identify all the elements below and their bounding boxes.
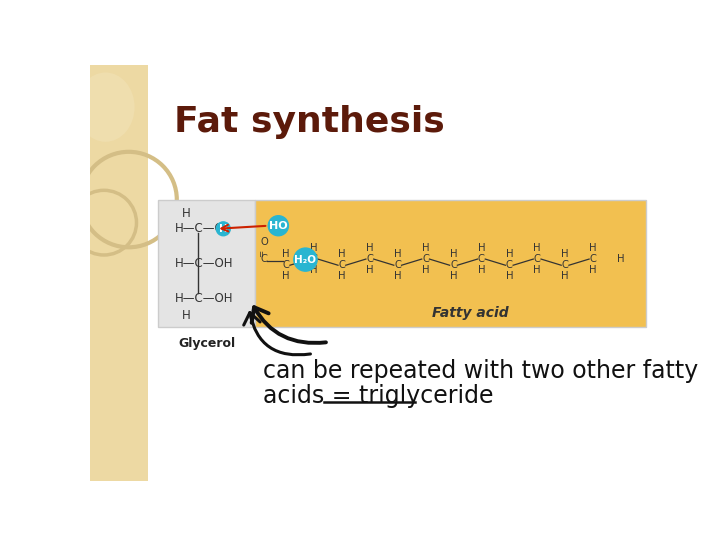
Text: C: C — [478, 254, 485, 264]
Bar — [90, 65, 148, 481]
Text: C: C — [534, 254, 541, 264]
Text: H: H — [505, 249, 513, 259]
Circle shape — [216, 222, 230, 236]
Text: C: C — [450, 260, 457, 270]
Text: H: H — [450, 249, 457, 259]
Circle shape — [269, 215, 289, 236]
Text: C: C — [422, 254, 429, 264]
Text: can be repeated with two other fatty: can be repeated with two other fatty — [263, 359, 698, 383]
Text: Fat synthesis: Fat synthesis — [174, 105, 444, 139]
Text: C: C — [338, 260, 346, 270]
Text: H: H — [589, 265, 597, 275]
Text: H: H — [477, 244, 485, 253]
Text: C: C — [590, 254, 596, 264]
Bar — [158, 200, 255, 327]
Circle shape — [294, 248, 317, 271]
Text: H: H — [310, 244, 318, 253]
Text: H: H — [422, 265, 429, 275]
Text: C: C — [562, 260, 569, 270]
Text: H: H — [562, 271, 569, 281]
Text: H: H — [310, 265, 318, 275]
Text: H: H — [534, 265, 541, 275]
Text: H: H — [477, 265, 485, 275]
Text: C: C — [310, 254, 318, 264]
Text: H: H — [219, 222, 228, 235]
Text: H: H — [394, 271, 402, 281]
Text: H—C—O: H—C—O — [175, 222, 225, 235]
Text: H: H — [181, 207, 191, 220]
Text: H: H — [366, 265, 374, 275]
Text: O: O — [261, 237, 269, 247]
Text: H: H — [219, 224, 228, 234]
Text: H: H — [181, 308, 191, 321]
Text: H: H — [282, 249, 290, 259]
Text: H: H — [505, 271, 513, 281]
Text: H: H — [562, 249, 569, 259]
Text: HO: HO — [269, 221, 287, 231]
Text: acids = triglyceride: acids = triglyceride — [263, 383, 493, 408]
Ellipse shape — [76, 72, 135, 142]
Text: H—C—OH: H—C—OH — [175, 292, 234, 305]
FancyArrowPatch shape — [252, 307, 326, 343]
Text: H: H — [338, 271, 346, 281]
Text: =: = — [257, 250, 266, 257]
Text: H: H — [589, 244, 597, 253]
Bar — [255, 200, 647, 327]
Text: C: C — [395, 260, 401, 270]
Text: C: C — [261, 254, 268, 264]
Text: C: C — [366, 254, 373, 264]
Text: H: H — [282, 271, 290, 281]
Text: H: H — [366, 244, 374, 253]
Text: H—C—OH: H—C—OH — [175, 257, 234, 270]
Text: H: H — [617, 254, 625, 264]
Text: C: C — [283, 260, 289, 270]
Text: H: H — [450, 271, 457, 281]
Text: H: H — [422, 244, 429, 253]
Text: H₂O: H₂O — [294, 255, 317, 265]
Text: H: H — [534, 244, 541, 253]
Text: H: H — [338, 249, 346, 259]
Text: H: H — [394, 249, 402, 259]
Text: Glycerol: Glycerol — [178, 338, 235, 350]
Text: Fatty acid: Fatty acid — [432, 306, 508, 320]
Text: C: C — [506, 260, 513, 270]
FancyArrowPatch shape — [244, 313, 310, 355]
